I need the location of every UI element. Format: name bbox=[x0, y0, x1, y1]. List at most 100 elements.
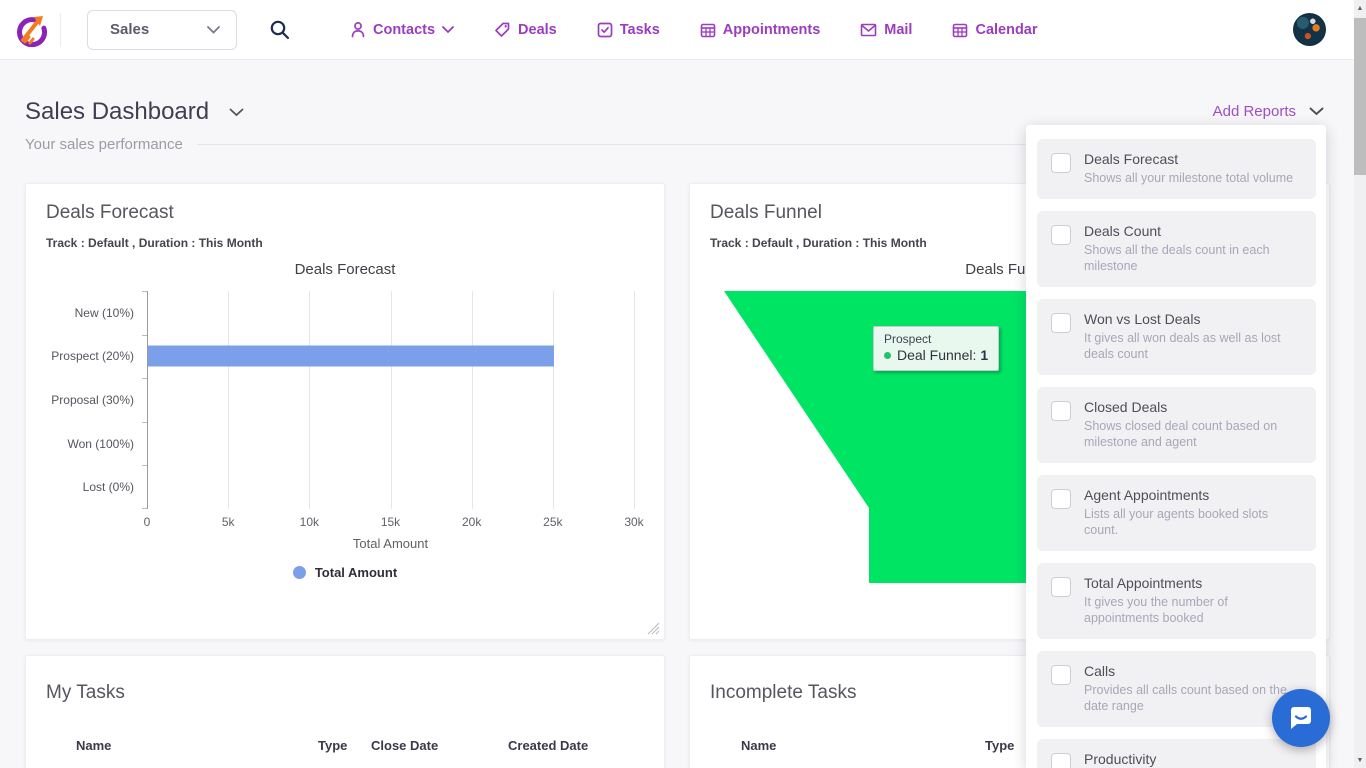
report-checkbox[interactable] bbox=[1051, 153, 1071, 173]
chevron-down-icon bbox=[207, 25, 220, 34]
column-header: Name bbox=[741, 738, 777, 753]
scrollbar-thumb[interactable] bbox=[1354, 18, 1366, 175]
bar-chart-x-axis: 0 5k 10k 15k 20k 25k 30k bbox=[143, 515, 644, 531]
gridline bbox=[309, 291, 311, 509]
nav-item-label: Mail bbox=[884, 21, 913, 38]
column-header: Name bbox=[76, 738, 112, 753]
nav-item-calendar[interactable]: Calendar bbox=[952, 21, 1038, 38]
nav-item-mail[interactable]: Mail bbox=[860, 22, 912, 38]
my-tasks-column-headers: Name Type Close Date Created Date bbox=[26, 738, 664, 758]
report-menu-item[interactable]: Total Appointments It gives you the numb… bbox=[1037, 562, 1316, 639]
add-reports-panel: Deals Forecast Shows all your milestone … bbox=[1026, 125, 1326, 768]
scrollbar-down-arrow[interactable]: ▼ bbox=[1356, 756, 1364, 764]
tooltip-series-label: Deal Funnel: bbox=[897, 347, 977, 363]
navbar-divider bbox=[60, 12, 61, 47]
card-filters[interactable]: Track : Default , Duration : This Month bbox=[710, 236, 927, 250]
nav-item-label: Deals bbox=[518, 21, 557, 38]
report-description: Shows closed deal count based on milesto… bbox=[1084, 418, 1278, 450]
y-axis-tick bbox=[142, 508, 147, 509]
y-axis-tick bbox=[142, 378, 147, 380]
tag-icon bbox=[495, 22, 510, 37]
funnel-tooltip: Prospect Deal Funnel: 1 bbox=[873, 326, 1000, 371]
bar-row bbox=[147, 335, 634, 379]
gridline bbox=[634, 291, 635, 509]
scrollbar-up-arrow[interactable]: ▲ bbox=[1356, 4, 1364, 12]
report-menu-item[interactable]: Deals Forecast Shows all your milestone … bbox=[1037, 139, 1316, 199]
bar-row bbox=[147, 291, 634, 335]
user-avatar[interactable] bbox=[1293, 13, 1326, 46]
app-selector-dropdown[interactable]: Sales bbox=[87, 9, 237, 50]
nav-item-label: Contacts bbox=[373, 21, 436, 38]
report-checkbox[interactable] bbox=[1051, 664, 1071, 685]
report-menu-item[interactable]: Won vs Lost Deals It gives all won deals… bbox=[1037, 298, 1316, 375]
x-axis-tick-label: 30k bbox=[624, 515, 644, 529]
nav-item-tasks[interactable]: Tasks bbox=[597, 22, 660, 38]
chart-legend: Total Amount bbox=[26, 565, 664, 580]
report-menu-item[interactable]: Closed Deals Shows closed deal count bas… bbox=[1037, 386, 1316, 463]
my-tasks-card: My Tasks Name Type Close Date Created Date bbox=[25, 655, 665, 768]
bar-segment[interactable] bbox=[148, 345, 554, 367]
report-checkbox[interactable] bbox=[1051, 312, 1071, 333]
report-title: Total Appointments bbox=[1084, 574, 1203, 591]
tooltip-bullet bbox=[884, 351, 891, 359]
resize-handle[interactable] bbox=[646, 621, 660, 635]
page-scrollbar[interactable]: ▲ ▼ bbox=[1354, 0, 1366, 768]
report-checkbox[interactable] bbox=[1051, 224, 1071, 245]
page-subtitle: Your sales performance bbox=[25, 136, 183, 153]
app-logo[interactable] bbox=[14, 13, 48, 47]
card-filters[interactable]: Track : Default , Duration : This Month bbox=[46, 236, 263, 250]
report-checkbox[interactable] bbox=[1051, 752, 1071, 768]
search-icon bbox=[270, 20, 290, 40]
nav-item-deals[interactable]: Deals bbox=[494, 21, 557, 38]
report-title: Agent Appointments bbox=[1084, 486, 1210, 503]
card-title: My Tasks bbox=[46, 682, 125, 703]
x-axis-tick-label: 0 bbox=[143, 515, 151, 529]
bar-chart-plot bbox=[142, 291, 635, 509]
report-title: Calls bbox=[1084, 662, 1116, 679]
report-title: Deals Count bbox=[1084, 222, 1162, 239]
dashboard-selector-chevron-icon[interactable] bbox=[229, 108, 244, 117]
main-navigation: Contacts Deals Tasks Appointments Mail C… bbox=[350, 21, 1038, 38]
deals-forecast-card: Deals Forecast Track : Default , Duratio… bbox=[25, 183, 665, 640]
calendar-icon bbox=[953, 23, 968, 37]
column-header: Type bbox=[318, 738, 348, 753]
nav-item-contacts[interactable]: Contacts bbox=[350, 21, 454, 38]
header-divider bbox=[196, 144, 1326, 145]
add-reports-dropdown[interactable]: Add Reports bbox=[1213, 103, 1324, 120]
y-axis-category-label: Won (100%) bbox=[67, 436, 134, 451]
report-description: Lists all your agents booked slots count… bbox=[1084, 506, 1269, 538]
y-axis-tick bbox=[142, 291, 147, 292]
gridline bbox=[471, 291, 473, 509]
report-description: It gives all won deals as well as lost d… bbox=[1084, 330, 1281, 362]
nav-item-label: Calendar bbox=[975, 21, 1038, 38]
chat-launcher-button[interactable] bbox=[1272, 689, 1330, 747]
y-axis-tick bbox=[142, 421, 147, 423]
report-menu-item[interactable]: Deals Count Shows all the deals count in… bbox=[1037, 210, 1316, 287]
card-title: Deals Funnel bbox=[710, 202, 822, 223]
incomplete-tasks-column-headers: Name Type bbox=[690, 738, 1329, 758]
report-checkbox[interactable] bbox=[1051, 488, 1071, 509]
column-header: Created Date bbox=[508, 738, 589, 753]
report-checkbox[interactable] bbox=[1051, 400, 1071, 421]
nav-item-appointments[interactable]: Appointments bbox=[700, 22, 820, 38]
report-menu-item[interactable]: Calls Provides all calls count based on … bbox=[1037, 650, 1316, 727]
envelope-icon bbox=[860, 23, 877, 36]
x-axis-title: Total Amount bbox=[352, 536, 429, 551]
x-axis-tick-label: 25k bbox=[543, 515, 563, 529]
calendar-icon bbox=[700, 23, 716, 37]
gridline bbox=[390, 291, 392, 509]
gridline bbox=[552, 291, 554, 509]
tooltip-value: 1 bbox=[980, 347, 989, 363]
bar-row bbox=[147, 378, 634, 422]
page-title: Sales Dashboard bbox=[25, 98, 210, 125]
nav-item-label: Appointments bbox=[722, 21, 821, 38]
add-reports-label: Add Reports bbox=[1212, 103, 1296, 120]
report-menu-item[interactable]: Agent Appointments Lists all your agents… bbox=[1037, 474, 1316, 551]
report-checkbox[interactable] bbox=[1051, 576, 1071, 597]
y-axis-tick bbox=[142, 465, 147, 467]
chat-bubble-icon bbox=[1291, 707, 1311, 729]
y-axis-tick bbox=[142, 334, 147, 336]
search-button[interactable] bbox=[269, 19, 290, 40]
report-description: It gives you the number of appointments … bbox=[1084, 594, 1228, 626]
report-menu-item[interactable]: Productivity It gives all insights about… bbox=[1037, 738, 1316, 768]
